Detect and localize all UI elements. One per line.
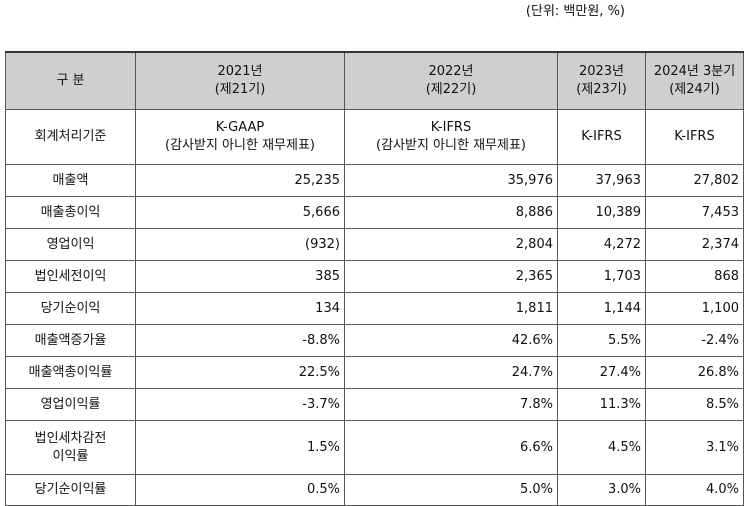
- value-cell: 8.5%: [645, 388, 744, 421]
- standard-name: K-GAAP: [215, 120, 265, 135]
- header-term: (제22기): [425, 82, 477, 97]
- value-cell: -8.8%: [135, 324, 345, 357]
- standard-cell: K-IFRS (감사받지 아니한 재무제표): [344, 109, 558, 165]
- standard-name: K-IFRS: [581, 129, 622, 144]
- table-row: 법인세전이익 385 2,365 1,703 868: [5, 260, 744, 293]
- row-label: 영업이익: [5, 228, 136, 261]
- value-cell: -3.7%: [135, 388, 345, 421]
- header-year: 2023년: [578, 64, 625, 79]
- value-cell: -2.4%: [645, 324, 744, 357]
- value-cell: 42.6%: [344, 324, 558, 357]
- header-year: 2021년: [217, 64, 263, 79]
- value-cell: 7,453: [645, 196, 744, 229]
- table-row: 매출총이익 5,666 8,886 10,389 7,453: [5, 196, 744, 229]
- value-cell: 4.5%: [557, 420, 646, 475]
- table-row: 영업이익률 -3.7% 7.8% 11.3% 8.5%: [5, 388, 744, 421]
- row-label: 법인세차감전 이익률: [5, 420, 136, 475]
- value-cell: 26.8%: [645, 356, 744, 389]
- value-cell: 5.5%: [557, 324, 646, 357]
- financial-summary-table: 구 분 2021년 (제21기) 2022년 (제22기) 2023년 (제23…: [5, 51, 744, 506]
- header-year: 2022년: [428, 64, 474, 79]
- value-cell: 4,272: [557, 228, 646, 261]
- standard-note: (감사받지 아니한 재무제표): [376, 138, 526, 153]
- row-label-line: 이익률: [52, 448, 89, 464]
- value-cell: 27,802: [645, 164, 744, 197]
- value-cell: 5,666: [135, 196, 345, 229]
- row-label: 매출액증가율: [5, 324, 136, 357]
- table-row: 매출액증가율 -8.8% 42.6% 5.5% -2.4%: [5, 324, 744, 357]
- row-label: 회계처리기준: [5, 109, 136, 165]
- value-cell: (932): [135, 228, 345, 261]
- standard-name: K-IFRS: [674, 129, 715, 144]
- standard-cell: K-GAAP (감사받지 아니한 재무제표): [135, 109, 345, 165]
- table-row: 법인세차감전 이익률 1.5% 6.6% 4.5% 3.1%: [5, 420, 744, 475]
- header-row: 구 분 2021년 (제21기) 2022년 (제22기) 2023년 (제23…: [5, 51, 744, 110]
- table-row: 당기순이익 134 1,811 1,144 1,100: [5, 292, 744, 325]
- value-cell: 24.7%: [344, 356, 558, 389]
- row-label: 당기순이익: [5, 292, 136, 325]
- value-cell: 1,811: [344, 292, 558, 325]
- value-cell: 22.5%: [135, 356, 345, 389]
- value-cell: 2,374: [645, 228, 744, 261]
- value-cell: 5.0%: [344, 474, 558, 506]
- value-cell: 37,963: [557, 164, 646, 197]
- value-cell: 2,804: [344, 228, 558, 261]
- row-label: 매출액: [5, 164, 136, 197]
- value-cell: 11.3%: [557, 388, 646, 421]
- table-row: 영업이익 (932) 2,804 4,272 2,374: [5, 228, 744, 261]
- value-cell: 1,144: [557, 292, 646, 325]
- row-label: 매출액총이익률: [5, 356, 136, 389]
- value-cell: 1.5%: [135, 420, 345, 475]
- standard-cell: K-IFRS: [557, 109, 646, 165]
- header-period-2024q3: 2024년 3분기 (제24기): [645, 51, 744, 110]
- header-term: (제24기): [669, 82, 720, 97]
- value-cell: 2,365: [344, 260, 558, 293]
- standard-note: (감사받지 아니한 재무제표): [165, 138, 315, 153]
- value-cell: 3.1%: [645, 420, 744, 475]
- value-cell: 4.0%: [645, 474, 744, 506]
- row-label: 매출총이익: [5, 196, 136, 229]
- header-item-label: 구 분: [5, 51, 136, 110]
- value-cell: 6.6%: [344, 420, 558, 475]
- row-label: 법인세전이익: [5, 260, 136, 293]
- header-term: (제21기): [214, 82, 266, 97]
- value-cell: 7.8%: [344, 388, 558, 421]
- table-row: 매출액 25,235 35,976 37,963 27,802: [5, 164, 744, 197]
- value-cell: 1,100: [645, 292, 744, 325]
- value-cell: 8,886: [344, 196, 558, 229]
- unit-note: (단위: 백만원, %): [525, 4, 625, 19]
- value-cell: 35,976: [344, 164, 558, 197]
- header-year: 2024년 3분기: [653, 64, 736, 79]
- value-cell: 385: [135, 260, 345, 293]
- table-row: 매출액총이익률 22.5% 24.7% 27.4% 26.8%: [5, 356, 744, 389]
- row-label-line: 법인세차감전: [34, 430, 107, 446]
- header-term: (제23기): [576, 82, 627, 97]
- value-cell: 27.4%: [557, 356, 646, 389]
- value-cell: 134: [135, 292, 345, 325]
- value-cell: 1,703: [557, 260, 646, 293]
- standard-name: K-IFRS: [430, 120, 472, 135]
- header-period-2021: 2021년 (제21기): [135, 51, 345, 110]
- header-period-2023: 2023년 (제23기): [557, 51, 646, 110]
- value-cell: 25,235: [135, 164, 345, 197]
- header-period-2022: 2022년 (제22기): [344, 51, 558, 110]
- row-label: 영업이익률: [5, 388, 136, 421]
- value-cell: 868: [645, 260, 744, 293]
- value-cell: 10,389: [557, 196, 646, 229]
- value-cell: 0.5%: [135, 474, 345, 506]
- table-row: 당기순이익률 0.5% 5.0% 3.0% 4.0%: [5, 474, 744, 506]
- value-cell: 3.0%: [557, 474, 646, 506]
- standard-cell: K-IFRS: [645, 109, 744, 165]
- table-row-standards: 회계처리기준 K-GAAP (감사받지 아니한 재무제표) K-IFRS (감사…: [5, 109, 744, 165]
- row-label: 당기순이익률: [5, 474, 136, 506]
